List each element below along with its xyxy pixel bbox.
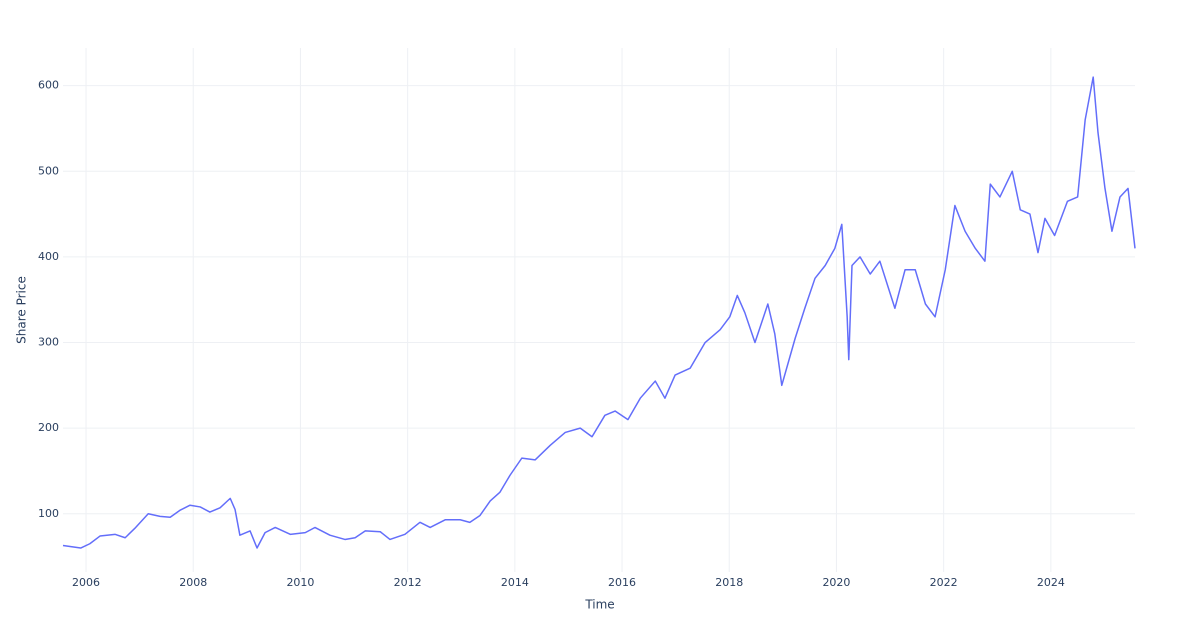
price-line	[62, 76, 1136, 549]
x-tick-label: 2016	[608, 576, 636, 589]
x-tick-label: 2014	[501, 576, 529, 589]
x-tick-label: 2012	[394, 576, 422, 589]
x-tick-label: 2006	[72, 576, 100, 589]
x-tick-label: 2018	[715, 576, 743, 589]
y-tick-label: 600	[38, 79, 59, 92]
y-tick-label: 200	[38, 421, 59, 434]
x-tick-label: 2024	[1037, 576, 1065, 589]
y-tick-label: 400	[38, 250, 59, 263]
y-tick-label: 500	[38, 164, 59, 177]
x-axis-title: Time	[584, 598, 614, 612]
y-tick-label: 100	[38, 507, 59, 520]
y-tick-label: 300	[38, 336, 59, 349]
x-tick-label: 2008	[179, 576, 207, 589]
x-tick-label: 2010	[286, 576, 314, 589]
x-tick-label: 2020	[822, 576, 850, 589]
y-axis-title: Share Price	[15, 276, 29, 344]
x-tick-label: 2022	[930, 576, 958, 589]
